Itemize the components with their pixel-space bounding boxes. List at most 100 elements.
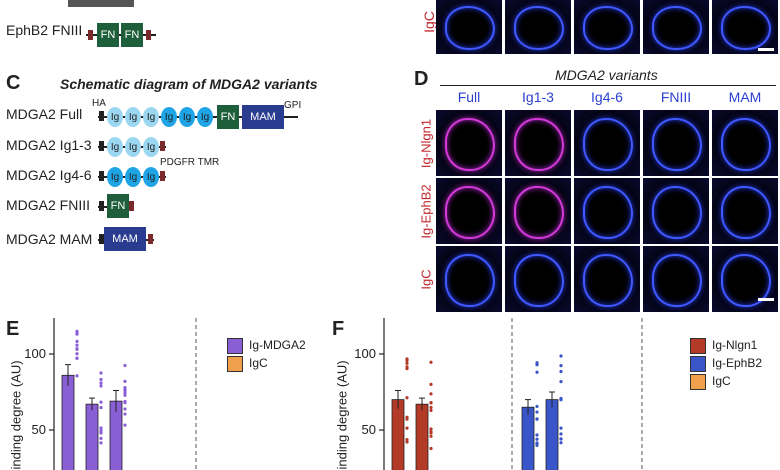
panel-c-letter: C xyxy=(6,72,21,94)
legend-item-igc: IgC xyxy=(690,374,762,390)
full-ig-1: Ig xyxy=(107,107,123,127)
full-start-marker xyxy=(99,111,104,121)
data-point xyxy=(99,377,103,382)
data-point xyxy=(99,381,103,385)
panel-c-title: Schematic diagram of MDGA2 variants xyxy=(60,76,318,92)
data-point xyxy=(405,417,409,421)
legend-swatch xyxy=(690,374,706,390)
micrograph-r1-c1 xyxy=(436,110,502,176)
column-header-full: Full xyxy=(457,89,481,105)
panel-d-letter: D xyxy=(414,68,429,90)
cell-outline xyxy=(721,185,772,239)
micrograph-r1-c5 xyxy=(712,110,778,176)
ig46-ig-1: Ig xyxy=(107,167,123,187)
data-point xyxy=(123,379,127,383)
top-micrograph-3 xyxy=(574,0,640,54)
fniii-end-marker xyxy=(129,201,134,211)
data-point xyxy=(405,426,409,430)
legend-item-ig-nlgn1: Ig-Nlgn1 xyxy=(690,338,762,354)
panel-d-title-rule xyxy=(440,85,776,86)
row-label-mam: MDGA2 MAM xyxy=(6,231,93,247)
data-point xyxy=(535,441,539,445)
cell-outline xyxy=(514,253,565,307)
scale-bar xyxy=(758,298,774,301)
data-point xyxy=(405,437,409,442)
cell-outline xyxy=(514,185,565,239)
data-point xyxy=(429,401,433,405)
ig46-end-marker xyxy=(160,171,165,181)
y-tick-label: 100 xyxy=(354,346,376,361)
cell-outline xyxy=(583,117,634,171)
data-point xyxy=(559,379,563,384)
micrograph-r3-c1 xyxy=(436,246,502,312)
cell-outline xyxy=(583,253,634,307)
top-micrograph-4 xyxy=(643,0,709,54)
data-point xyxy=(429,430,433,434)
micrograph-r3-c5 xyxy=(712,246,778,312)
data-point xyxy=(429,446,433,451)
data-point xyxy=(559,441,563,445)
data-point xyxy=(123,389,127,393)
data-point xyxy=(535,437,539,441)
data-point xyxy=(75,352,79,356)
row-label-fniii: MDGA2 FNIII xyxy=(6,197,91,213)
micrograph-r3-c4 xyxy=(643,246,709,312)
panel-e-legend: Ig-MDGA2 IgC xyxy=(227,338,306,374)
ha-label: HA xyxy=(92,98,106,109)
panel-e-chart: 100 50 xyxy=(24,318,197,470)
data-point xyxy=(123,391,127,395)
data-point xyxy=(429,382,433,386)
column-header-fniii: FNIII xyxy=(660,89,692,105)
data-point xyxy=(99,430,103,434)
cell-outline xyxy=(721,117,772,171)
micrograph-r2-c3 xyxy=(574,178,640,244)
data-point xyxy=(75,356,79,360)
cell-outline xyxy=(652,6,703,51)
data-point xyxy=(99,384,103,388)
legend-label: Ig-MDGA2 xyxy=(249,338,306,353)
data-point xyxy=(429,434,433,438)
bar-1 xyxy=(61,374,75,470)
data-point xyxy=(75,347,79,351)
column-header-ig1-3: Ig1-3 xyxy=(522,89,554,105)
legend-label: IgC xyxy=(712,374,731,389)
data-point xyxy=(559,363,563,368)
data-point xyxy=(535,417,539,421)
ig46-ig-2: Ig xyxy=(125,167,141,187)
cell-outline xyxy=(445,117,496,171)
ephb2-fniii-label: EphB2 FNIII xyxy=(6,22,83,38)
legend-item-ig-mdga2: Ig-MDGA2 xyxy=(227,338,306,354)
legend-label: Ig-EphB2 xyxy=(712,356,763,371)
data-point xyxy=(559,426,563,430)
data-point xyxy=(559,432,563,436)
panel-e-letter: E xyxy=(6,318,20,340)
ephb2-right-marker xyxy=(146,30,151,40)
fniii-fn-domain: FN xyxy=(107,194,129,218)
row-label-ig4-6: MDGA2 Ig4-6 xyxy=(6,167,92,183)
bar-2 xyxy=(85,403,99,470)
micrograph-r2-c4 xyxy=(643,178,709,244)
full-mam-domain: MAM xyxy=(242,105,284,129)
data-point xyxy=(99,406,103,410)
data-point xyxy=(99,441,103,445)
data-point xyxy=(99,371,103,375)
cell-outline xyxy=(445,253,496,307)
ig13-ig-1: Ig xyxy=(107,137,123,157)
cell-outline xyxy=(721,6,772,51)
legend-item-ig-ephb2: Ig-EphB2 xyxy=(690,356,762,372)
data-point xyxy=(123,412,127,416)
bar-2 xyxy=(415,403,429,470)
micrograph-r1-c3 xyxy=(574,110,640,176)
full-ig-5: Ig xyxy=(179,107,195,127)
data-point xyxy=(123,393,127,397)
data-point xyxy=(429,392,433,396)
ephb2-fn-domain-1: FN xyxy=(97,23,119,47)
legend-label: IgC xyxy=(249,356,268,371)
data-point xyxy=(535,363,539,367)
top-micrograph-5 xyxy=(712,0,778,54)
bar-3 xyxy=(521,406,535,470)
data-point xyxy=(405,365,409,369)
top-scale-bar xyxy=(758,48,774,51)
panel-f-chart: 100 50 xyxy=(354,318,643,470)
cell-outline xyxy=(583,185,634,239)
